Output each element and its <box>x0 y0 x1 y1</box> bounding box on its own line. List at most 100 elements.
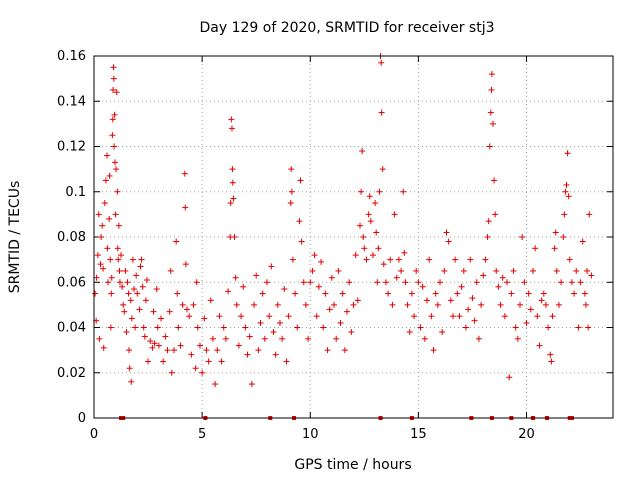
data-point <box>549 313 556 320</box>
data-point <box>585 324 592 331</box>
data-point <box>305 335 312 342</box>
data-point <box>193 279 200 286</box>
data-point <box>150 308 157 315</box>
data-point <box>154 324 161 331</box>
data-point <box>378 109 385 116</box>
data-point <box>506 374 513 381</box>
data-point <box>324 347 331 354</box>
data-point <box>142 297 149 304</box>
data-point <box>487 109 494 116</box>
data-point <box>475 335 482 342</box>
data-point <box>313 313 320 320</box>
data-point <box>369 252 376 259</box>
chart-title: Day 129 of 2020, SRMTID for receiver stj… <box>200 20 495 36</box>
data-point <box>129 256 136 263</box>
data-point <box>257 319 264 326</box>
data-point <box>382 279 389 286</box>
data-point <box>261 335 268 342</box>
data-point <box>534 313 541 320</box>
y-tick-label: 0 <box>78 411 86 426</box>
data-point <box>551 245 558 252</box>
data-point <box>100 265 107 272</box>
data-point <box>437 279 443 286</box>
data-point <box>242 324 249 331</box>
x-tick-label: 10 <box>302 427 319 442</box>
data-point <box>166 308 173 315</box>
data-point <box>385 290 392 297</box>
data-point <box>164 347 171 354</box>
data-point <box>527 306 534 313</box>
data-point <box>203 347 210 354</box>
data-point <box>110 75 117 82</box>
data-point <box>573 267 580 274</box>
data-point <box>331 301 338 308</box>
data-point <box>109 116 116 123</box>
x-tick-label: 20 <box>518 427 535 442</box>
data-point <box>376 188 383 195</box>
data-point <box>108 290 115 297</box>
data-point <box>447 297 454 304</box>
data-point <box>486 143 493 150</box>
data-point <box>358 188 365 195</box>
data-point <box>196 342 203 349</box>
data-point <box>240 283 247 290</box>
data-point <box>182 261 189 268</box>
plot-frame <box>93 55 614 419</box>
data-point <box>536 342 543 349</box>
x-tick-label: 15 <box>410 427 427 442</box>
data-point <box>229 166 236 173</box>
data-point <box>186 313 193 320</box>
data-point <box>350 301 357 308</box>
data-point <box>571 290 578 297</box>
data-point <box>97 261 104 268</box>
data-point <box>268 263 275 270</box>
data-point <box>115 222 122 229</box>
data-point <box>296 218 303 225</box>
y-tick-label: 0.08 <box>57 230 86 245</box>
data-point <box>346 279 353 286</box>
data-point <box>207 297 214 304</box>
x-axis-label: GPS time / hours <box>294 457 411 473</box>
data-point <box>127 297 134 304</box>
data-point <box>568 279 575 286</box>
data-point <box>588 272 595 279</box>
data-point <box>173 238 180 245</box>
data-point <box>517 301 524 308</box>
data-point <box>120 301 127 308</box>
data-point <box>493 267 500 274</box>
data-point <box>510 267 517 274</box>
data-point <box>153 286 160 293</box>
data-point <box>456 313 463 320</box>
data-point <box>465 306 472 313</box>
data-point <box>287 200 294 207</box>
data-point <box>361 245 368 252</box>
y-axis-label: SRMTID / TECUs <box>7 181 23 294</box>
data-point <box>114 245 121 252</box>
data-point <box>264 279 270 286</box>
data-point <box>529 267 536 274</box>
data-point <box>119 283 126 290</box>
data-point <box>101 200 108 207</box>
data-point <box>251 301 258 308</box>
y-tick-label: 0.02 <box>57 366 86 381</box>
data-point <box>378 59 385 66</box>
data-point <box>214 347 221 354</box>
data-point <box>504 279 511 286</box>
data-point <box>398 267 405 274</box>
data-point <box>354 297 361 304</box>
data-point <box>183 306 190 313</box>
data-point <box>105 279 112 286</box>
data-point <box>467 256 474 263</box>
data-point <box>521 279 528 286</box>
data-point <box>400 188 407 195</box>
data-point <box>175 324 182 331</box>
data-point <box>136 306 143 313</box>
x-tick-label: 5 <box>198 427 206 442</box>
data-point <box>155 342 162 349</box>
data-point <box>116 279 123 286</box>
data-point <box>255 347 262 354</box>
data-point <box>584 267 591 274</box>
data-point <box>491 177 498 184</box>
data-point <box>439 329 446 336</box>
data-point <box>542 301 549 308</box>
